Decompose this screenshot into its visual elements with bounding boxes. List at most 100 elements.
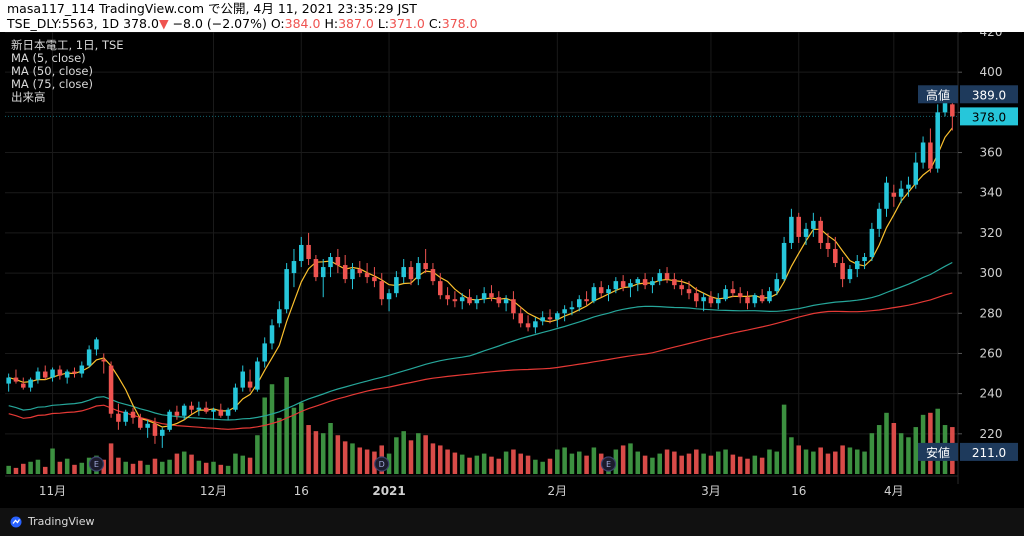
candle-body [503,299,509,304]
candle-body [657,273,662,282]
volume-bar [811,451,816,474]
candle-body [928,142,933,169]
candle-body [942,100,948,113]
candle-body [277,309,282,324]
high-value: 387.0 [338,16,374,31]
candle-body [108,365,114,414]
candle-body [328,257,333,268]
candle-body [613,281,619,290]
candle-body [269,325,275,344]
volume-bar [840,445,845,474]
price-tick-label: 260 [980,346,1003,360]
candle-body [123,411,128,422]
candle-body [906,184,911,189]
high-label: H: [324,16,339,31]
candle-body [950,104,955,117]
volume-bar [803,449,809,474]
volume-bar [628,443,633,474]
candle-body [437,281,443,296]
volume-bar [789,437,794,474]
volume-bar [130,463,136,474]
open-value: 384.0 [284,16,321,31]
volume-bar [759,457,765,474]
low-value: 371.0 [389,16,425,31]
candle-body [745,297,750,304]
candle-body [335,257,341,266]
volume-bar [445,449,450,474]
price-tick-label: 300 [980,266,1003,280]
candle-body [555,313,560,320]
low-label: L: [377,16,390,31]
candle-body [796,216,801,237]
volume-bar [869,433,875,474]
candle-body [701,297,706,302]
price-tick-label: 280 [980,306,1003,320]
candle-body [935,112,940,169]
volume-bar [174,453,180,474]
candle-body [847,269,853,280]
volume-bar [13,467,19,474]
event-marker-label: D [379,460,385,469]
badge-value: 211.0 [972,446,1006,460]
price-tick-label: 360 [980,146,1003,160]
indicator-legend: 新日本電工, 1日, TSE MA (5, close) MA (50, clo… [11,39,124,104]
candle-body [569,307,575,310]
candle-body [284,269,289,310]
legend-ma5: MA (5, close) [11,51,86,65]
candle-body [86,349,92,366]
candlestick-chart[interactable]: EDE220240260280300320340360380400420高値38… [0,32,1024,508]
time-tick-label: 2021 [372,484,405,498]
volume-bar [350,443,355,474]
candle-body [862,257,867,262]
volume-bar [518,453,524,474]
footer-bar: TradingView [0,508,1024,536]
candle-body [357,269,363,274]
tradingview-logo-icon [10,516,22,527]
candle-body [628,283,633,288]
volume-bar [437,445,443,474]
volume-bar [547,458,553,474]
candle-body [57,369,63,376]
candle-body [145,423,150,428]
down-arrow-icon: ▼ [158,16,169,31]
candle-body [13,377,19,382]
candle-body [342,265,348,280]
volume-bar [913,427,919,474]
candle-body [452,299,458,302]
volume-bar [906,437,911,474]
candle-body [72,371,77,374]
candle-body [79,365,85,374]
candle-body [496,297,502,304]
candle-body [21,383,26,388]
volume-bar [342,441,348,474]
candle-body [686,289,692,294]
volume-bar [50,448,55,474]
volume-bar [635,451,641,474]
tradingview-brand[interactable]: TradingView [8,515,94,528]
volume-bar [847,447,853,474]
badge-value-box [960,85,1018,104]
candle-body [262,343,267,362]
price-change: −8.0 (−2.07%) [172,16,267,31]
event-marker-label: E [606,460,611,469]
candle-body [869,228,875,258]
candle-body [320,267,326,278]
volume-bar [240,455,246,474]
volume-bar [650,457,655,474]
volume-bar [101,459,107,474]
volume-bar [357,447,363,474]
volume-bar [935,408,940,474]
candle-body [28,379,33,388]
volume-bar [540,461,545,474]
volume-bar [108,443,114,474]
legend-ma50: MA (50, close) [11,64,93,78]
candle-body [299,244,304,262]
legend-volume: 出来高 [11,90,46,104]
event-marker-label: E [94,460,99,469]
candle-body [408,267,414,280]
legend-symbol: 新日本電工, 1日, TSE [11,38,124,52]
candle-body [196,407,202,410]
event-marker-icon [374,456,390,472]
volume-bar [686,453,692,474]
candle-body [525,323,531,328]
